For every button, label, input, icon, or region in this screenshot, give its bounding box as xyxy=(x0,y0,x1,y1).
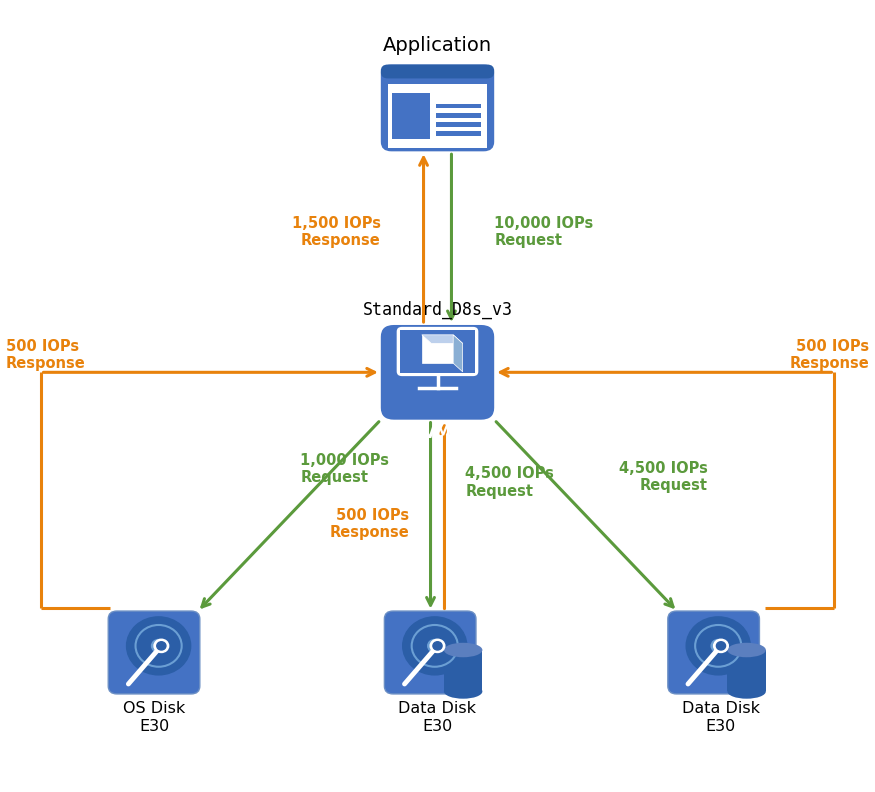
FancyBboxPatch shape xyxy=(444,650,482,691)
Text: Data Disk
E30: Data Disk E30 xyxy=(682,702,760,734)
Text: VM: VM xyxy=(423,424,452,442)
FancyBboxPatch shape xyxy=(400,330,475,373)
Circle shape xyxy=(157,642,166,650)
FancyBboxPatch shape xyxy=(436,122,481,127)
Circle shape xyxy=(151,639,165,653)
FancyBboxPatch shape xyxy=(436,104,481,109)
Polygon shape xyxy=(422,335,453,364)
FancyBboxPatch shape xyxy=(396,327,479,376)
Ellipse shape xyxy=(444,643,482,657)
Polygon shape xyxy=(453,335,463,371)
Ellipse shape xyxy=(444,684,482,699)
Text: 500 IOPs
Response: 500 IOPs Response xyxy=(330,508,410,540)
Circle shape xyxy=(428,639,442,653)
Text: 1,500 IOPs
Response: 1,500 IOPs Response xyxy=(291,216,381,249)
Ellipse shape xyxy=(727,684,766,699)
FancyBboxPatch shape xyxy=(392,93,430,139)
FancyBboxPatch shape xyxy=(381,325,494,420)
Circle shape xyxy=(711,639,725,653)
Circle shape xyxy=(154,639,169,653)
Text: Application: Application xyxy=(383,36,492,55)
Text: 1,000 IOPs
Request: 1,000 IOPs Request xyxy=(300,453,389,485)
Text: 500 IOPs
Response: 500 IOPs Response xyxy=(6,339,86,371)
FancyBboxPatch shape xyxy=(384,611,476,694)
Polygon shape xyxy=(422,335,463,344)
FancyBboxPatch shape xyxy=(436,131,481,136)
Circle shape xyxy=(402,617,466,675)
FancyBboxPatch shape xyxy=(108,611,200,694)
FancyBboxPatch shape xyxy=(381,64,494,151)
Circle shape xyxy=(433,642,442,650)
Circle shape xyxy=(714,639,728,653)
Text: 10,000 IOPs
Request: 10,000 IOPs Request xyxy=(494,216,593,249)
Text: Data Disk
E30: Data Disk E30 xyxy=(398,702,477,734)
Text: 4,500 IOPs
Request: 4,500 IOPs Request xyxy=(619,461,708,493)
FancyBboxPatch shape xyxy=(436,113,481,117)
Circle shape xyxy=(430,639,444,653)
Text: 500 IOPs
Response: 500 IOPs Response xyxy=(789,339,869,371)
Ellipse shape xyxy=(727,643,766,657)
FancyBboxPatch shape xyxy=(388,84,487,148)
FancyBboxPatch shape xyxy=(381,64,494,78)
Text: Standard_D8s_v3: Standard_D8s_v3 xyxy=(362,300,513,318)
Circle shape xyxy=(686,617,750,675)
FancyBboxPatch shape xyxy=(727,650,766,691)
Circle shape xyxy=(127,617,191,675)
Text: 4,500 IOPs
Request: 4,500 IOPs Request xyxy=(466,466,554,499)
Circle shape xyxy=(717,642,725,650)
FancyBboxPatch shape xyxy=(668,611,760,694)
Text: OS Disk
E30: OS Disk E30 xyxy=(123,702,186,734)
